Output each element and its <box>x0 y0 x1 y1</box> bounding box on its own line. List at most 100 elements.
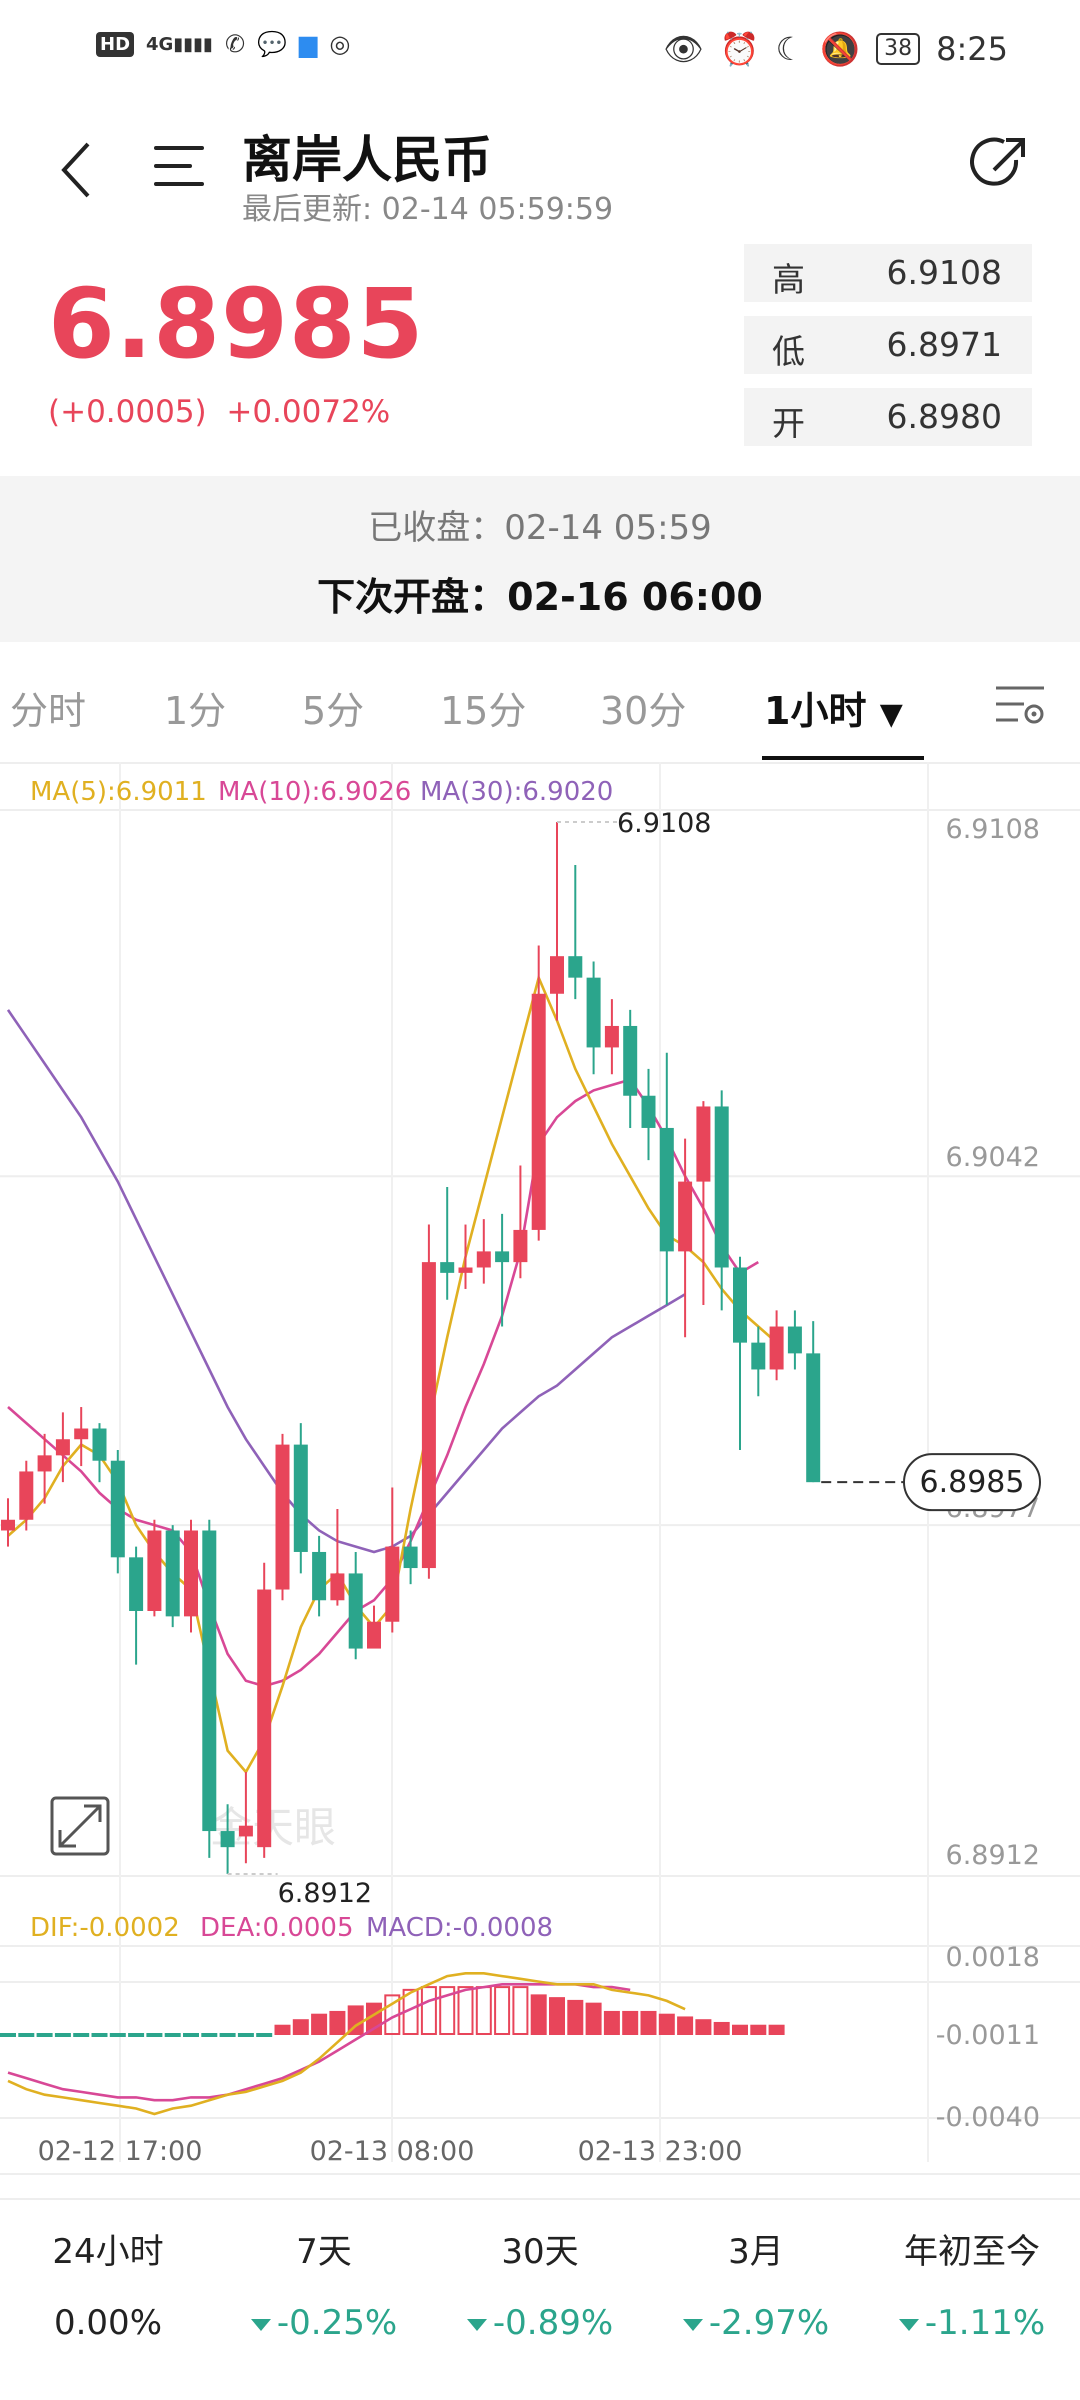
price-axis-label: 6.9108 <box>946 814 1040 845</box>
change-pct: +0.0072% <box>226 394 391 430</box>
macd-bar <box>146 2033 163 2037</box>
down-triangle-icon <box>250 2318 271 2331</box>
price-change: (+0.0005) +0.0072% <box>48 394 390 430</box>
candle-body <box>550 956 564 994</box>
low-marker-label: 6.8912 <box>278 1878 372 1909</box>
last-price-label: 6.8985 <box>920 1465 1025 1500</box>
ma-legend-item: MA(10):6.9026 <box>218 777 411 807</box>
wechat-icon: ◎ <box>329 30 351 58</box>
performance-value: -0.89% <box>432 2303 648 2343</box>
candle-body <box>110 1460 125 1558</box>
chart-settings-icon[interactable] <box>994 682 1046 730</box>
alarm-icon: ⏰ <box>719 30 760 68</box>
macd-bar <box>768 2024 785 2035</box>
performance-value-text: -1.11% <box>924 2303 1046 2343</box>
down-triangle-icon <box>898 2318 919 2331</box>
eye-icon: 👁 <box>663 30 704 68</box>
macd-bar <box>494 1986 511 2035</box>
moon-icon: ☾ <box>775 30 805 68</box>
candle-body <box>202 1530 217 1832</box>
high-marker-label: 6.9108 <box>617 808 711 839</box>
performance-item: 30天 -0.89% <box>432 2224 648 2343</box>
candle-body <box>659 1127 674 1252</box>
candle-body <box>275 1444 290 1590</box>
candle-body <box>74 1428 89 1440</box>
last-update: 最后更新: 02-14 05:59:59 <box>242 192 614 227</box>
message-icon: 💬 <box>257 30 287 58</box>
tab-30min[interactable]: 30分 <box>600 689 687 733</box>
performance-label: 30天 <box>501 2232 579 2272</box>
performance-item: 3月 -2.97% <box>648 2224 864 2343</box>
tab-5min[interactable]: 5分 <box>302 689 365 733</box>
macd-bar <box>329 2010 346 2035</box>
candle-body <box>55 1439 70 1456</box>
performance-label: 年初至今 <box>904 2232 1040 2272</box>
candle-body <box>348 1573 363 1649</box>
back-icon[interactable] <box>58 140 98 200</box>
macd-legend-item: DEA:0.0005 <box>200 1913 354 1943</box>
candlestick-chart[interactable]: MA(5):6.9011 MA(10):6.9026 MA(30):6.90206.… <box>0 762 1080 2202</box>
candle-body <box>19 1471 34 1520</box>
ma30-line <box>6 1009 686 1554</box>
candle-body <box>495 1251 510 1263</box>
bell-off-icon: 🔕 <box>820 30 861 68</box>
macd-bar <box>713 2021 730 2036</box>
macd-bar <box>54 2033 71 2037</box>
menu-icon[interactable] <box>154 146 204 190</box>
candle-body <box>1 1519 15 1531</box>
macd-axis-label: -0.0040 <box>936 2102 1040 2133</box>
x-axis-label: 02-13 23:00 <box>578 2136 743 2167</box>
x-axis-label: 02-13 08:00 <box>310 2136 475 2167</box>
tab-1hour[interactable]: 1小时 ▼ <box>764 680 903 735</box>
performance-label: 3月 <box>728 2232 784 2272</box>
expand-icon <box>50 1796 110 1856</box>
macd-bar <box>658 2013 675 2036</box>
candle-body <box>751 1342 766 1370</box>
macd-bar <box>549 1997 565 2036</box>
candle-body <box>129 1557 144 1611</box>
macd-bar <box>91 2033 108 2037</box>
active-tab-indicator <box>762 756 924 760</box>
macd-bar <box>750 2024 767 2035</box>
down-triangle-icon <box>466 2318 487 2331</box>
macd-bar <box>475 1986 492 2035</box>
candle-body <box>165 1530 180 1617</box>
macd-bar <box>512 1986 529 2035</box>
candle-body <box>513 1229 528 1263</box>
tab-1min[interactable]: 1分 <box>164 689 227 733</box>
market-status-banner <box>0 476 1080 642</box>
macd-bar <box>36 2033 53 2037</box>
candle-body <box>330 1573 345 1601</box>
candle-body <box>37 1455 52 1472</box>
macd-axis-label: -0.0011 <box>936 2020 1040 2051</box>
share-icon[interactable] <box>970 134 1030 194</box>
candle-body <box>220 1831 235 1848</box>
performance-bar: 24小时 0.00% 7天 -0.25% 30天 -0.89% 3月 -2.97% 年初至今 -1… <box>0 2198 1080 2370</box>
last-price-pill <box>903 1453 1041 1512</box>
status-bar: HD 4G▮▮▮▮ ✆ 💬 ▆ ◎ 👁 ⏰ ☾ 🔕 38 8:25 <box>0 0 1080 100</box>
candle-body <box>385 1546 400 1622</box>
market-closed-time: 已收盘：02-14 05:59 <box>368 508 712 548</box>
tab-timeshare[interactable]: 分时 <box>10 689 87 733</box>
status-right: 👁 ⏰ ☾ 🔕 38 8:25 <box>663 30 1008 68</box>
macd-bar <box>128 2033 145 2037</box>
candle-body <box>293 1444 308 1552</box>
performance-value: -2.97% <box>648 2303 864 2343</box>
price-axis-label: 6.9042 <box>946 1142 1040 1173</box>
candle-body <box>531 993 546 1230</box>
candle-body <box>714 1106 729 1268</box>
macd-bar <box>603 2010 620 2035</box>
macd-bar <box>311 2013 328 2036</box>
performance-label: 7天 <box>296 2232 352 2272</box>
missed-call-icon: ✆ <box>224 30 246 58</box>
ma-legend-item: MA(5):6.9011 <box>30 777 207 807</box>
performance-value-text: 0.00% <box>53 2303 162 2343</box>
tab-15min[interactable]: 15分 <box>440 689 527 733</box>
network-type: 4G <box>146 33 174 55</box>
candle-body <box>184 1530 198 1617</box>
candle-body <box>403 1546 418 1569</box>
stat-high: 高 6.9108 <box>744 244 1032 302</box>
macd-bar <box>0 2033 16 2037</box>
macd-bar <box>420 1986 437 2035</box>
dif-line <box>7 1972 686 2116</box>
